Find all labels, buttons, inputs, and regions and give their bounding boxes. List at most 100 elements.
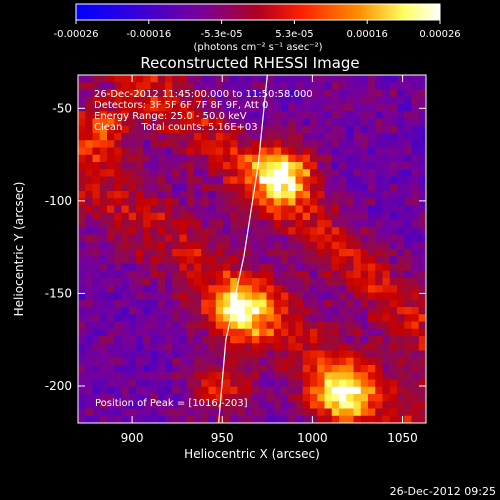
heatmap-cell bbox=[295, 104, 304, 112]
heatmap-cell bbox=[259, 365, 267, 373]
heatmap-cell bbox=[136, 328, 144, 337]
heatmap-cell bbox=[128, 307, 137, 315]
heatmap-cell bbox=[244, 270, 253, 279]
heatmap-cell bbox=[128, 183, 137, 192]
heatmap-cell bbox=[353, 278, 362, 286]
heatmap-cell bbox=[295, 154, 304, 163]
heatmap-cell bbox=[331, 415, 340, 423]
heatmap-cell bbox=[128, 314, 137, 322]
heatmap-cell bbox=[85, 386, 93, 395]
heatmap-cell bbox=[273, 408, 282, 417]
heatmap-cell bbox=[331, 343, 340, 351]
heatmap-cell bbox=[317, 220, 325, 228]
heatmap-cell bbox=[107, 183, 115, 192]
heatmap-cell bbox=[244, 82, 253, 90]
heatmap-cell bbox=[114, 140, 122, 148]
heatmap-cell bbox=[150, 191, 159, 199]
heatmap-cell bbox=[186, 111, 195, 119]
heatmap-cell bbox=[201, 111, 209, 119]
heatmap-cell bbox=[223, 96, 231, 105]
heatmap-cell bbox=[237, 133, 246, 141]
heatmap-cell bbox=[266, 176, 275, 185]
heatmap-cell bbox=[353, 357, 362, 366]
heatmap-cell bbox=[186, 96, 195, 105]
heatmap-cell bbox=[368, 263, 376, 272]
heatmap-cell bbox=[208, 357, 217, 366]
heatmap-cell bbox=[121, 140, 130, 148]
heatmap-cell bbox=[368, 227, 376, 235]
heatmap-cell bbox=[230, 89, 238, 98]
heatmap-cell bbox=[157, 198, 166, 206]
heatmap-cell bbox=[186, 314, 195, 322]
heatmap-cell bbox=[165, 220, 173, 228]
heatmap-cell bbox=[368, 307, 376, 315]
heatmap-cell bbox=[143, 162, 151, 170]
heatmap-cell bbox=[266, 299, 275, 308]
heatmap-cell bbox=[404, 241, 412, 250]
heatmap-cell bbox=[331, 270, 340, 279]
heatmap-cell bbox=[194, 183, 202, 192]
heatmap-cell bbox=[179, 379, 188, 388]
heatmap-cell bbox=[230, 111, 238, 119]
heatmap-cell bbox=[78, 154, 86, 163]
heatmap-cell bbox=[353, 111, 362, 119]
x-tick-label: 950 bbox=[211, 431, 234, 445]
heatmap-cell bbox=[230, 205, 238, 214]
heatmap-cell bbox=[99, 401, 108, 409]
heatmap-cell bbox=[317, 147, 325, 156]
heatmap-cell bbox=[78, 314, 86, 322]
heatmap-cell bbox=[346, 198, 354, 206]
heatmap-cell bbox=[136, 118, 144, 127]
heatmap-cell bbox=[317, 394, 325, 402]
heatmap-cell bbox=[375, 111, 383, 119]
heatmap-cell bbox=[85, 140, 93, 148]
heatmap-cell bbox=[194, 220, 202, 228]
heatmap-cell bbox=[324, 212, 333, 221]
heatmap-cell bbox=[273, 140, 282, 148]
heatmap-cell bbox=[266, 372, 275, 380]
colorbar-tick-label: 0.00026 bbox=[419, 29, 460, 40]
heatmap-cell bbox=[252, 89, 260, 98]
heatmap-cell bbox=[114, 234, 122, 243]
heatmap-cell bbox=[230, 408, 238, 417]
heatmap-cell bbox=[411, 379, 420, 388]
heatmap-cell bbox=[411, 263, 420, 272]
heatmap-cell bbox=[404, 372, 412, 380]
heatmap-cell bbox=[259, 350, 267, 359]
heatmap-cell bbox=[157, 401, 166, 409]
heatmap-cell bbox=[310, 328, 318, 337]
heatmap-cell bbox=[237, 336, 246, 344]
heatmap-cell bbox=[331, 176, 340, 185]
heatmap-cell bbox=[107, 386, 115, 395]
heatmap-cell bbox=[179, 176, 188, 185]
heatmap-cell bbox=[331, 307, 340, 315]
heatmap-cell bbox=[165, 343, 173, 351]
heatmap-cell bbox=[194, 263, 202, 272]
heatmap-cell bbox=[237, 328, 246, 337]
heatmap-cell bbox=[317, 372, 325, 380]
heatmap-cell bbox=[404, 89, 412, 98]
heatmap-cell bbox=[215, 191, 224, 199]
heatmap-cell bbox=[136, 285, 144, 293]
heatmap-cell bbox=[99, 372, 108, 380]
heatmap-cell bbox=[375, 162, 383, 170]
heatmap-cell bbox=[165, 82, 173, 90]
heatmap-cell bbox=[360, 162, 369, 170]
heatmap-cell bbox=[411, 401, 420, 409]
heatmap-cell bbox=[136, 299, 144, 308]
heatmap-cell bbox=[172, 198, 180, 206]
heatmap-cell bbox=[288, 408, 296, 417]
heatmap-cell bbox=[172, 408, 180, 417]
heatmap-cell bbox=[310, 111, 318, 119]
heatmap-cell bbox=[172, 147, 180, 156]
heatmap-cell bbox=[85, 96, 93, 105]
heatmap-cell bbox=[360, 205, 369, 214]
heatmap-cell bbox=[150, 169, 159, 177]
heatmap-cell bbox=[121, 169, 130, 177]
heatmap-cell bbox=[389, 212, 398, 221]
heatmap-cell bbox=[389, 379, 398, 388]
colorbar-tick-label: -0.00016 bbox=[126, 29, 171, 40]
heatmap-cell bbox=[252, 133, 260, 141]
heatmap-cell bbox=[353, 401, 362, 409]
heatmap-cell bbox=[78, 278, 86, 286]
